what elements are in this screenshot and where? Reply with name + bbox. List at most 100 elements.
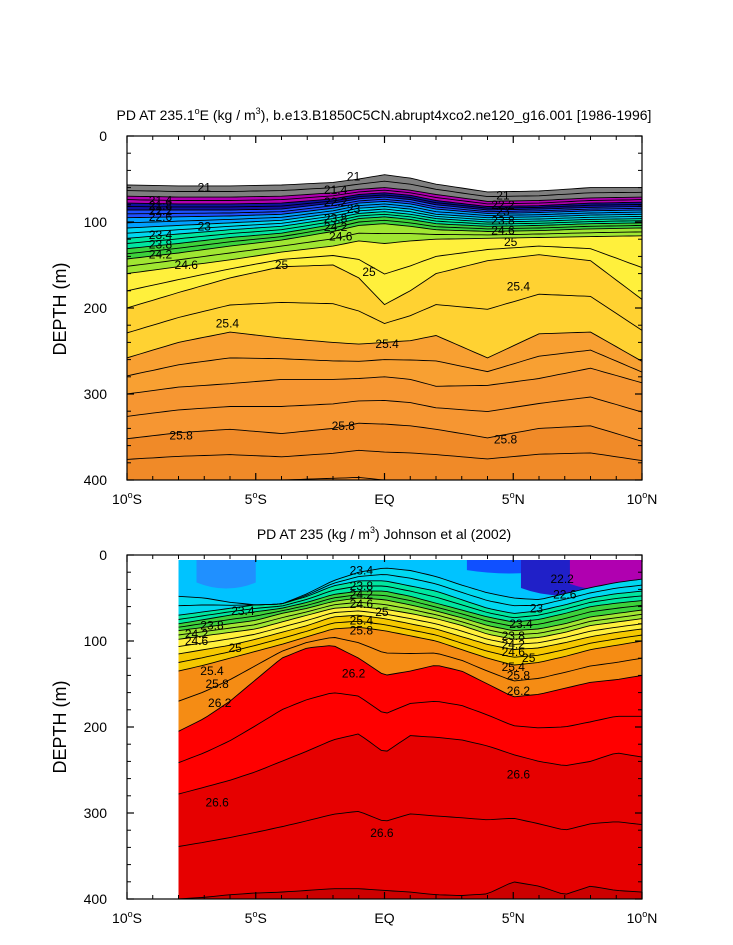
ytick-label: 200 (84, 300, 108, 316)
ytick-label: 100 (84, 214, 108, 230)
contour-minor-line (178, 637, 643, 702)
panel-obs: PD AT 235 (kg / m3) Johnson et al (2002)… (50, 525, 657, 926)
contour-label: 23.8 (350, 579, 374, 593)
contour-label: 24.6 (329, 230, 353, 244)
xtick-label: 10oN (627, 909, 658, 926)
contour-label: 23.8 (149, 237, 173, 251)
contour-label: 25.4 (216, 316, 240, 330)
contour-line-22.2 (126, 192, 643, 207)
contour-label: 26.6 (370, 826, 394, 840)
xtick-label: 5oN (502, 490, 525, 507)
panel-model: PD AT 235.1oE (kg / m3), b.e13.B1850C5CN… (50, 106, 657, 507)
contour-label: 23 (530, 601, 544, 615)
contour-line-25.4 (126, 331, 643, 362)
contour-line-25 (178, 606, 643, 640)
ytick-label: 0 (99, 547, 107, 563)
panel-model-fills (127, 174, 642, 481)
contour-label: 25 (522, 651, 536, 665)
contour-label: 25.4 (375, 337, 399, 351)
contour-minor-line (126, 189, 643, 205)
contour-line-24.6 (178, 597, 643, 632)
panel-obs-contours (178, 567, 643, 900)
contour-line-25.8 (178, 626, 643, 672)
contour-label: 23.4 (149, 228, 173, 242)
contour-label: 22.2 (149, 204, 173, 218)
contour-label: 25.8 (205, 677, 229, 691)
contour-label: 22.6 (553, 588, 577, 602)
contour-label: 26.2 (342, 667, 366, 681)
contour-line-24.6 (126, 223, 643, 260)
contour-label: 23.4 (509, 617, 533, 631)
xtick-label: 10oS (112, 909, 142, 926)
contour-label: 23.4 (350, 563, 374, 577)
contour-line-22.6 (127, 196, 643, 211)
contour-label: 25 (375, 605, 389, 619)
ytick-label: 200 (84, 719, 108, 735)
contour-label: 26.6 (507, 767, 531, 781)
contour-label: 25.4 (350, 613, 374, 627)
contour-label: 23.8 (491, 213, 515, 227)
contour-label: 23 (347, 202, 361, 216)
contour-label: 25.4 (507, 280, 531, 294)
contour-label: 21.4 (149, 194, 173, 208)
contour-minor-line (126, 396, 643, 417)
contour-minor-line (126, 213, 643, 244)
contour-minor-line (178, 692, 642, 764)
xtick-label: 10oN (627, 490, 658, 507)
contour-minor-line (178, 585, 643, 620)
contour-label: 26.2 (507, 684, 531, 698)
contour-line-26.2 (178, 645, 643, 732)
contour-minor-line (126, 208, 643, 234)
contour-label: 21.8 (149, 199, 173, 213)
contour-minor-line (178, 601, 643, 636)
contour-label: 22.6 (149, 210, 173, 224)
contour-label: 21.4 (324, 183, 348, 197)
contour-label: 23.8 (200, 619, 224, 633)
xtick-label: 10oS (112, 490, 142, 507)
contour-label: 22.2 (550, 572, 574, 586)
xtick-label: 5oS (245, 909, 267, 926)
ytick-label: 400 (84, 472, 108, 488)
contour-label: 25 (362, 265, 376, 279)
contour-label: 23.8 (324, 212, 348, 226)
contour-label: 25.8 (507, 668, 531, 682)
contour-minor-line (178, 620, 643, 663)
xtick-label: 5oN (502, 909, 525, 926)
panel-obs-title: PD AT 235 (kg / m3) Johnson et al (2002) (257, 525, 511, 542)
xtick-label: 5oS (245, 490, 267, 507)
contour-label: 25.4 (200, 664, 224, 678)
contour-label: 25.8 (332, 419, 356, 433)
contour-minor-line (126, 245, 643, 292)
contour-line-25 (126, 235, 643, 275)
panel-obs-contour-labels: 23.423.824.224.62525.425.823.423.824.224… (185, 563, 577, 839)
contour-label: 21 (496, 188, 510, 202)
contour-line-23.8 (126, 211, 643, 239)
contour-label: 24.2 (185, 627, 209, 641)
contour-line-24.2 (178, 590, 643, 625)
contour-label: 24.6 (491, 224, 515, 238)
contour-minor-line (126, 194, 643, 209)
contour-line-21 (126, 174, 642, 193)
contour-line-25.6 (126, 367, 643, 395)
contour-label: 24.6 (175, 258, 199, 272)
contour-minor-line (126, 219, 643, 255)
ytick-label: 400 (84, 891, 108, 907)
contour-minor-line (178, 610, 643, 648)
contour-label: 24.6 (350, 597, 374, 611)
contour-minor-line (178, 810, 643, 847)
ytick-label: 300 (84, 386, 108, 402)
contour-label: 23.8 (502, 629, 526, 643)
contour-label: 24.6 (502, 645, 526, 659)
contour-line-23.8 (178, 580, 643, 616)
contour-label: 25 (275, 258, 289, 272)
contour-label: 23 (496, 205, 510, 219)
ytick-label: 300 (84, 805, 108, 821)
xtick-label: EQ (374, 910, 394, 926)
contour-minor-line (126, 203, 643, 224)
contour-label: 25 (228, 641, 242, 655)
band-26.6 (178, 734, 642, 899)
contour-minor-line (126, 180, 643, 198)
contour-label: 25 (504, 235, 518, 249)
